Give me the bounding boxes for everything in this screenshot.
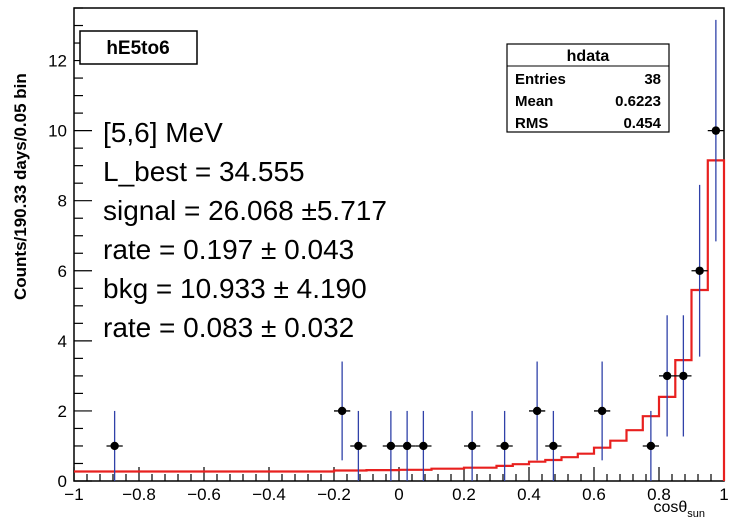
y-tick-label: 8 xyxy=(58,192,67,211)
annotation-bkg: bkg = 10.933 ± 4.190 xyxy=(103,273,367,304)
point-marker xyxy=(597,406,607,416)
data-point xyxy=(350,410,367,481)
stats-mean-label: Mean xyxy=(515,93,553,110)
y-tick-label: 10 xyxy=(48,122,67,141)
data-point xyxy=(675,315,692,437)
data-point xyxy=(659,315,676,437)
point-marker xyxy=(711,126,721,135)
stats-box-title: hdata xyxy=(567,48,610,65)
annotation-l-best: L_best = 34.555 xyxy=(103,156,305,187)
fit-annotations: [5,6] MeV L_best = 34.555 signal = 26.06… xyxy=(103,117,387,343)
y-tick-label: 4 xyxy=(58,332,67,351)
x-tick-label: 0.2 xyxy=(452,485,476,504)
point-marker xyxy=(549,441,558,451)
data-point xyxy=(106,410,123,481)
stats-rms-value: 0.454 xyxy=(623,115,661,132)
x-tick-label: −1 xyxy=(64,485,83,504)
x-tick-label: 0.4 xyxy=(517,485,541,504)
y-tick-label: 2 xyxy=(58,402,67,421)
y-tick-label: 12 xyxy=(48,52,67,71)
x-tick-label: −0.8 xyxy=(122,485,156,504)
data-point xyxy=(545,410,562,481)
annotation-bkg-rate: rate = 0.083 ± 0.032 xyxy=(103,312,354,343)
point-marker xyxy=(679,371,688,381)
annotation-signal: signal = 26.068 ±5.717 xyxy=(103,195,387,226)
annotation-energy-range: [5,6] MeV xyxy=(103,117,223,148)
point-marker xyxy=(419,441,428,451)
data-point xyxy=(707,19,724,242)
point-marker xyxy=(646,441,656,451)
data-point xyxy=(399,410,416,481)
x-tick-label: 1 xyxy=(719,485,728,504)
point-marker xyxy=(500,441,509,451)
stats-box: hdata Entries 38 Mean 0.6223 RMS 0.454 xyxy=(506,43,670,133)
x-tick-label: −0.6 xyxy=(187,485,221,504)
y-tick-label: 6 xyxy=(58,262,67,281)
x-tick-label: −0.2 xyxy=(317,485,351,504)
data-point xyxy=(642,410,659,481)
point-marker xyxy=(467,441,477,451)
point-marker xyxy=(386,441,396,451)
point-marker xyxy=(532,406,542,416)
data-point xyxy=(529,361,546,461)
point-marker xyxy=(337,406,347,416)
x-axis-label-sub: sun xyxy=(687,508,705,520)
point-marker xyxy=(402,441,412,451)
stats-rms-label: RMS xyxy=(515,115,548,132)
tick-labels: −1 −0.8 −0.6 −0.4 −0.2 0 0.2 0.4 0.6 0.8 102468101… xyxy=(48,52,729,504)
data-point xyxy=(464,410,481,481)
stats-entries-label: Entries xyxy=(515,71,566,88)
point-marker xyxy=(110,441,119,451)
x-tick-label: −0.4 xyxy=(252,485,286,504)
stats-mean-value: 0.6223 xyxy=(615,93,661,110)
data-point xyxy=(594,361,611,461)
data-point xyxy=(334,361,351,461)
point-marker xyxy=(695,266,704,275)
y-axis-label: Counts/190.33 days/0.05 bin xyxy=(11,73,30,300)
data-points xyxy=(106,19,724,481)
histogram-title-box: hE5to6 xyxy=(79,30,198,65)
fit-histogram xyxy=(74,159,726,481)
axis-ticks xyxy=(73,7,725,482)
fit-step-line xyxy=(74,159,726,481)
data-point xyxy=(691,184,708,357)
x-tick-label: 0.8 xyxy=(647,485,671,504)
data-point xyxy=(415,410,432,481)
point-marker xyxy=(662,371,672,381)
x-axis-label-main: cosθ xyxy=(653,499,687,516)
data-point xyxy=(496,410,513,481)
y-tick-label: 0 xyxy=(58,472,67,491)
x-axis-label: cosθsun xyxy=(653,499,705,520)
point-marker xyxy=(354,441,363,451)
x-tick-label: 0.6 xyxy=(582,485,606,504)
annotation-signal-rate: rate = 0.197 ± 0.043 xyxy=(103,234,354,265)
histogram-title: hE5to6 xyxy=(106,38,169,59)
stats-entries-value: 38 xyxy=(644,71,661,88)
data-point xyxy=(382,410,399,481)
x-tick-label: 0 xyxy=(394,485,403,504)
